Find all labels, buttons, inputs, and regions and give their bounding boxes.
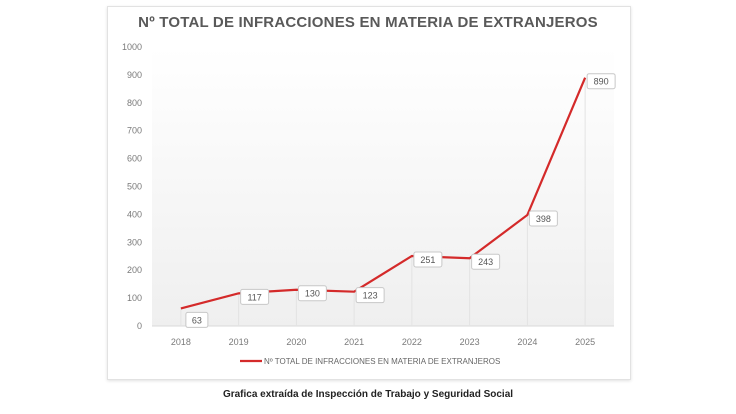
x-tick-label: 2019 [229, 337, 249, 347]
data-label: 63 [192, 315, 202, 325]
y-tick-label: 0 [137, 321, 142, 331]
data-label: 398 [536, 214, 551, 224]
y-tick-label: 600 [127, 154, 142, 164]
data-label-box [471, 253, 501, 270]
y-tick-label: 900 [127, 70, 142, 80]
data-label: 243 [478, 257, 493, 267]
x-tick-label: 2025 [575, 337, 595, 347]
x-tick-label: 2020 [286, 337, 306, 347]
data-label: 123 [363, 291, 378, 301]
data-label-box [413, 251, 443, 268]
x-tick-label: 2018 [171, 337, 191, 347]
data-label-box [297, 285, 327, 302]
data-label: 890 [594, 77, 609, 87]
y-tick-label: 200 [127, 265, 142, 275]
data-label-box [185, 311, 209, 328]
x-tick-label: 2024 [517, 337, 537, 347]
data-label: 117 [247, 292, 261, 302]
y-tick-label: 500 [127, 182, 142, 192]
data-label-box [355, 287, 385, 304]
y-tick-label: 700 [127, 126, 142, 136]
legend-label: Nº TOTAL DE INFRACCIONES EN MATERIA DE E… [264, 357, 500, 366]
data-label-box [528, 210, 558, 227]
data-label: 251 [420, 255, 435, 265]
x-tick-label: 2022 [402, 337, 422, 347]
image-caption: Grafica extraída de Inspección de Trabaj… [222, 389, 514, 400]
y-tick-label: 800 [127, 98, 142, 108]
chart-title: Nº TOTAL DE INFRACCIONES EN MATERIA DE E… [138, 14, 598, 31]
x-tick-label: 2023 [460, 337, 480, 347]
y-tick-label: 100 [127, 293, 142, 303]
data-label: 130 [305, 289, 320, 299]
y-tick-label: 400 [127, 209, 142, 219]
plot-area [152, 47, 614, 326]
x-tick-label: 2021 [344, 337, 364, 347]
data-label-box [240, 288, 270, 305]
y-tick-label: 300 [127, 237, 142, 247]
y-tick-label: 1000 [122, 42, 142, 52]
data-label-box [586, 73, 616, 90]
